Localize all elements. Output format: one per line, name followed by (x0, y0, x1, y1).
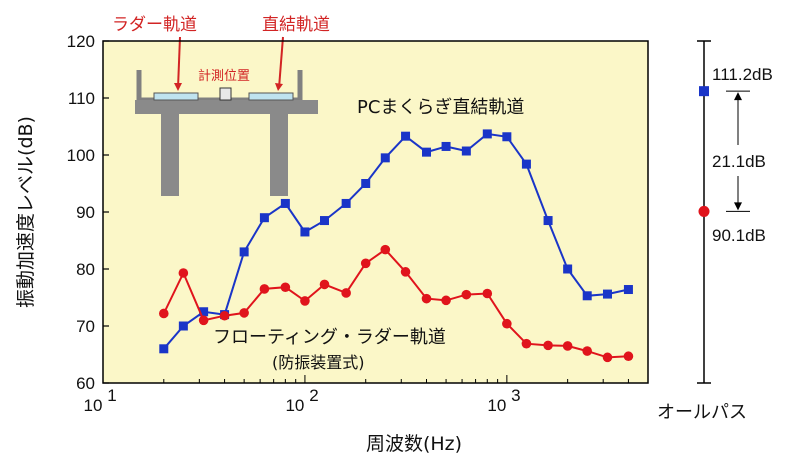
data-point (341, 198, 351, 208)
data-point (219, 310, 230, 321)
data-point (239, 308, 249, 318)
data-point (380, 153, 390, 163)
inset-sensor (219, 87, 232, 101)
data-point (360, 258, 371, 269)
data-point (502, 132, 512, 142)
diff-arrow-up (734, 92, 742, 101)
track-structure-inset: ラダー軌道 直結軌道 計測位置 (112, 15, 330, 196)
y-axis: 60 70 80 90 100 110 120 (67, 32, 109, 393)
x-tick-label: 10 2 (285, 386, 318, 415)
data-point (521, 159, 531, 169)
inset-arrowhead-ladder (174, 83, 182, 91)
data-point (502, 318, 512, 329)
data-point (582, 346, 593, 356)
data-point (582, 291, 592, 301)
x-tick-label: 101 (84, 386, 117, 415)
overall-diff-label: 21.1dB (712, 152, 766, 171)
series-label-pc-direct: PCまくらぎ直結軌道 (357, 97, 524, 118)
data-point (521, 338, 532, 349)
data-point (461, 146, 471, 156)
x-tick-base: 10 (487, 396, 506, 415)
inset-arrow-ladder (177, 36, 181, 89)
inset-ladder-sleeper (153, 92, 199, 101)
data-point (401, 131, 411, 141)
data-point (563, 264, 573, 274)
data-point (178, 268, 189, 278)
x-axis-title: 周波数(Hz) (366, 433, 462, 455)
y-tick-label: 100 (67, 146, 95, 165)
data-point (199, 307, 209, 317)
y-tick-label: 120 (67, 32, 95, 51)
inset-deck (135, 100, 318, 114)
overall-panel: 111.2dB 21.1dB 90.1dB オールパス (657, 40, 773, 423)
data-point (361, 179, 371, 188)
series-line (163, 132, 629, 350)
y-tick-label: 80 (76, 260, 95, 279)
data-point (300, 296, 310, 306)
x-tick-exponent: 1 (107, 386, 116, 405)
data-point (461, 289, 472, 300)
series-sublabel-floating-ladder: (防振装置式) (272, 353, 365, 372)
inset-arrow-direct (278, 36, 284, 89)
data-point (623, 351, 634, 362)
data-point (441, 141, 451, 151)
data-point (319, 216, 329, 226)
inset-label-direct: 直結軌道 (262, 15, 330, 35)
overall-label: オールパス (657, 402, 747, 423)
y-axis-title: 振動加速度レベル(dB) (15, 116, 37, 308)
data-point (623, 285, 633, 295)
data-point (380, 244, 391, 255)
y-tick-label: 90 (76, 203, 95, 222)
data-point (198, 315, 209, 326)
inset-direct-sleeper (248, 92, 294, 101)
inset-pier-left (161, 114, 179, 196)
data-point (562, 341, 573, 351)
data-point (482, 288, 493, 299)
data-point (543, 340, 553, 351)
overall-top-label: 111.2dB (712, 65, 773, 84)
x-tick-base: 10 (285, 396, 304, 415)
data-point (259, 213, 269, 223)
data-point (602, 352, 613, 363)
data-point (543, 216, 553, 226)
data-point (300, 227, 310, 237)
overall-bottom-label: 90.1dB (712, 226, 766, 245)
inset-label-ladder: ラダー軌道 (112, 15, 197, 35)
data-point (602, 289, 612, 299)
data-point (280, 198, 290, 208)
overall-point-bottom (698, 205, 710, 217)
series-layer (158, 129, 634, 363)
overall-point-top (699, 86, 709, 97)
data-point (259, 284, 270, 294)
data-point (422, 147, 432, 157)
data-point (280, 282, 291, 293)
x-tick-label: 10 3 (487, 386, 520, 415)
data-point (421, 293, 432, 304)
inset-pier-right (270, 114, 288, 196)
data-point (239, 247, 249, 257)
x-tick-exponent: 2 (309, 386, 318, 405)
data-point (400, 267, 411, 277)
data-point (341, 288, 351, 298)
data-point (482, 129, 492, 139)
data-point (178, 321, 188, 331)
data-point (159, 344, 169, 354)
diff-arrow-down (734, 202, 742, 211)
data-point (441, 295, 451, 306)
data-point (319, 279, 330, 290)
inset-label-measure: 計測位置 (198, 68, 250, 84)
x-tick-exponent: 3 (511, 386, 520, 405)
y-tick-label: 70 (76, 317, 95, 336)
y-tick-label: 110 (68, 89, 95, 108)
series-floating-ladder (158, 244, 634, 363)
data-point (158, 308, 169, 319)
x-tick-base: 10 (84, 396, 103, 415)
series-pc-direct (159, 129, 633, 354)
series-label-floating-ladder: フローティング・ラダー軌道 (213, 327, 446, 348)
inset-arrowhead-direct (275, 83, 283, 91)
y-tick-label: 60 (76, 374, 95, 393)
